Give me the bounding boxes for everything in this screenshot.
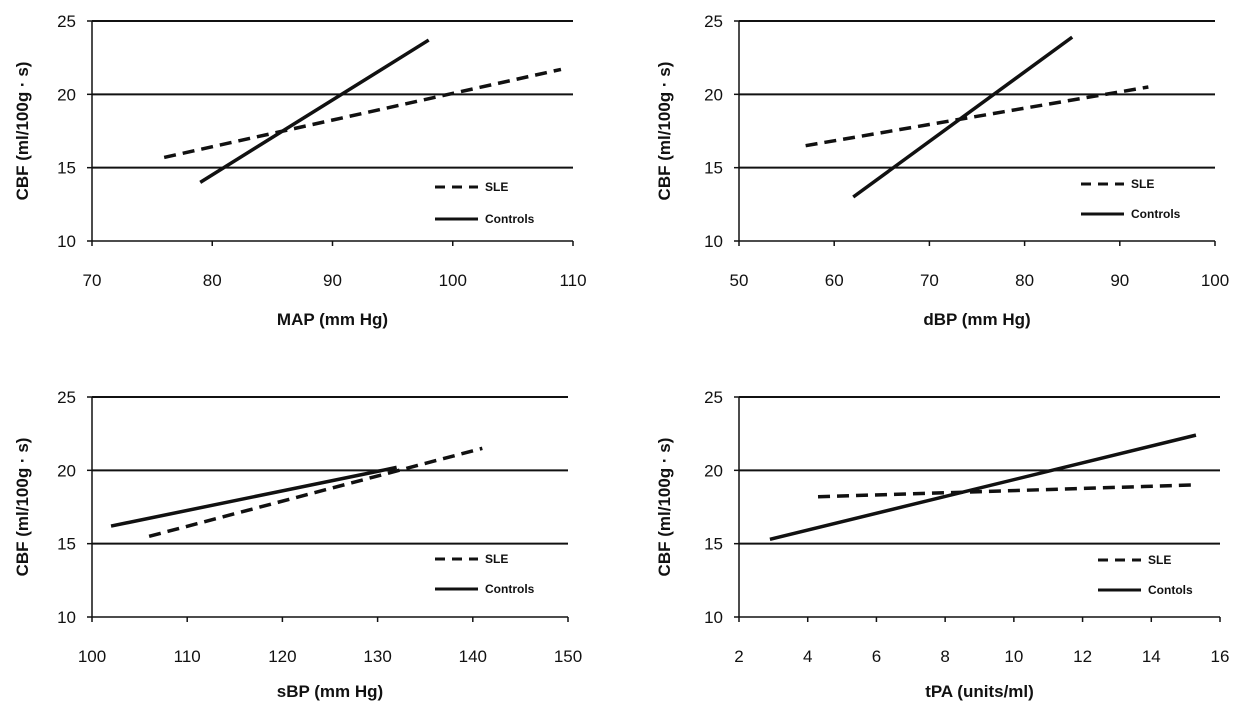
x-tick-label: 8 bbox=[940, 647, 949, 666]
x-tick-label: 80 bbox=[1015, 271, 1034, 290]
legend-label-sle: SLE bbox=[485, 180, 508, 194]
y-tick-label: 10 bbox=[57, 608, 76, 627]
x-axis-title: dBP (mm Hg) bbox=[923, 310, 1030, 329]
x-tick-label: 50 bbox=[730, 271, 749, 290]
x-tick-label: 70 bbox=[920, 271, 939, 290]
series-line-sle bbox=[148, 446, 483, 539]
y-tick-label: 10 bbox=[704, 608, 723, 627]
y-tick-label: 25 bbox=[704, 388, 723, 407]
x-tick-label: 110 bbox=[174, 647, 201, 666]
legend-label-sle: SLE bbox=[1131, 177, 1154, 191]
x-tick-label: 100 bbox=[78, 647, 106, 666]
y-tick-label: 25 bbox=[704, 12, 723, 31]
x-tick-label: 90 bbox=[1110, 271, 1129, 290]
x-tick-label: 80 bbox=[203, 271, 222, 290]
series-line-sle bbox=[817, 483, 1193, 499]
x-tick-label: 100 bbox=[1201, 271, 1229, 290]
y-tick-label: 20 bbox=[704, 85, 723, 104]
series-line-controls bbox=[199, 38, 430, 184]
series-line-sle bbox=[163, 67, 562, 160]
y-axis-title: CBF (ml/100g · s) bbox=[655, 438, 674, 577]
y-tick-label: 15 bbox=[704, 159, 723, 178]
x-tick-label: 4 bbox=[803, 647, 812, 666]
y-axis-title: CBF (ml/100g · s) bbox=[13, 62, 32, 201]
y-tick-label: 25 bbox=[57, 12, 76, 31]
y-axis-title: CBF (ml/100g · s) bbox=[655, 62, 674, 201]
legend-label-sle: SLE bbox=[485, 552, 508, 566]
legend-label-controls: Controls bbox=[1131, 207, 1181, 221]
y-tick-label: 10 bbox=[704, 232, 723, 251]
x-tick-label: 110 bbox=[559, 271, 586, 290]
x-tick-label: 16 bbox=[1211, 647, 1230, 666]
series-line-sle bbox=[805, 85, 1149, 148]
y-axis-title: CBF (ml/100g · s) bbox=[13, 438, 32, 577]
x-tick-label: 150 bbox=[554, 647, 582, 666]
x-tick-label: 60 bbox=[825, 271, 844, 290]
y-tick-label: 20 bbox=[57, 85, 76, 104]
chart-panel-2: 10 15 20 25 50 60 70 80 90 100 dBP (mm Hg) CBF (ml/… bbox=[655, 12, 1229, 329]
series-line-controls bbox=[852, 35, 1074, 199]
y-tick-label: 15 bbox=[57, 159, 76, 178]
chart-panel-1: 10 15 20 25 70 80 90 100 110 MAP (mm Hg) CBF (ml/1… bbox=[13, 12, 587, 329]
y-tick-label: 15 bbox=[704, 535, 723, 554]
x-tick-label: 70 bbox=[83, 271, 102, 290]
x-tick-label: 130 bbox=[363, 647, 391, 666]
x-axis-title: sBP (mm Hg) bbox=[277, 682, 383, 701]
x-tick-label: 140 bbox=[459, 647, 487, 666]
legend: SLE Controls bbox=[1081, 177, 1181, 221]
legend-label-contols: Contols bbox=[1148, 583, 1193, 597]
x-tick-label: 14 bbox=[1142, 647, 1161, 666]
chart-panel-4: 10 15 20 25 2 4 6 8 10 12 14 16 tPA (units/ml) CBF (m… bbox=[655, 388, 1229, 701]
legend: SLE Controls bbox=[435, 552, 535, 596]
y-tick-label: 20 bbox=[57, 461, 76, 480]
legend-label-controls: Controls bbox=[485, 212, 535, 226]
y-tick-label: 10 bbox=[57, 232, 76, 251]
y-tick-label: 25 bbox=[57, 388, 76, 407]
y-tick-label: 15 bbox=[57, 535, 76, 554]
legend-label-controls: Controls bbox=[485, 582, 535, 596]
x-tick-label: 90 bbox=[323, 271, 342, 290]
x-tick-label: 12 bbox=[1073, 647, 1092, 666]
legend: SLE Controls bbox=[435, 180, 535, 226]
y-tick-label: 20 bbox=[704, 461, 723, 480]
x-tick-label: 100 bbox=[439, 271, 467, 290]
series-line-controls bbox=[110, 465, 397, 528]
series-line-contols bbox=[769, 433, 1197, 541]
x-axis-title: tPA (units/ml) bbox=[925, 682, 1034, 701]
legend: SLE Contols bbox=[1098, 553, 1193, 597]
legend-label-sle: SLE bbox=[1148, 553, 1171, 567]
x-tick-label: 10 bbox=[1004, 647, 1023, 666]
x-tick-label: 120 bbox=[268, 647, 296, 666]
x-axis-title: MAP (mm Hg) bbox=[277, 310, 388, 329]
chart-panel-3: 10 15 20 25 100 110 120 130 140 150 sBP (mm Hg) CBF… bbox=[13, 388, 582, 701]
x-tick-label: 2 bbox=[734, 647, 743, 666]
x-tick-label: 6 bbox=[872, 647, 881, 666]
